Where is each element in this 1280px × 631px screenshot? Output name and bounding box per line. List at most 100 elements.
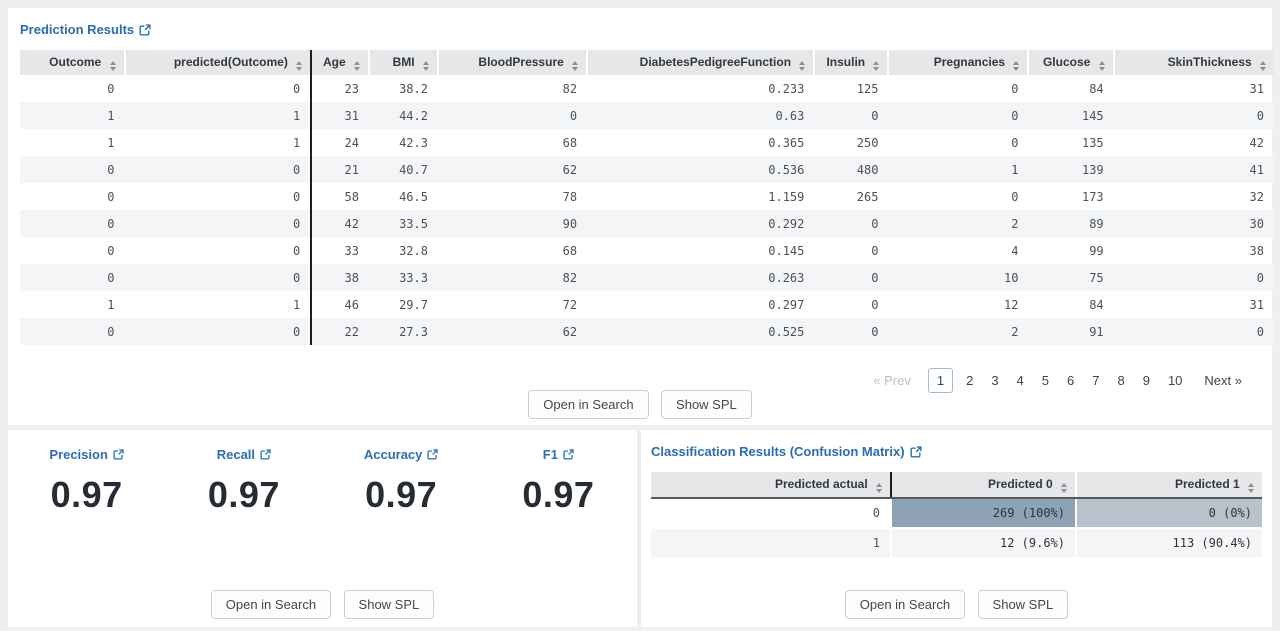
sort-icon bbox=[876, 482, 882, 493]
table-cell: 0 bbox=[20, 156, 125, 183]
sort-icon bbox=[354, 60, 360, 71]
table-row: 0 0 23 38.2 82 0.233 125 0 84 31 bbox=[20, 75, 1274, 102]
metric-accuracy-label: Accuracy bbox=[363, 447, 423, 462]
table-cell: 90 bbox=[437, 210, 588, 237]
table-cell: 139 bbox=[1028, 156, 1114, 183]
sort-icon bbox=[1098, 60, 1105, 71]
metric-f1-title[interactable]: F1 bbox=[543, 447, 574, 462]
metric-recall-label: Recall bbox=[216, 447, 256, 462]
column-header-outcome[interactable]: Outcome bbox=[20, 50, 125, 75]
table-cell: 82 bbox=[437, 264, 588, 291]
external-link-icon bbox=[260, 449, 271, 460]
page-button-5[interactable]: 5 bbox=[1041, 373, 1050, 388]
page-button-6[interactable]: 6 bbox=[1067, 373, 1075, 388]
page-button-1[interactable]: 1 bbox=[927, 368, 954, 393]
table-cell: 0 bbox=[124, 264, 313, 291]
metrics-button-row: Open in Search Show SPL bbox=[8, 590, 637, 619]
sort-icon bbox=[1248, 482, 1254, 493]
confusion-matrix-title[interactable]: Classification Results (Confusion Matrix… bbox=[651, 444, 922, 459]
table-cell: 0 bbox=[1113, 102, 1274, 129]
table-cell: 89 bbox=[1028, 210, 1114, 237]
table-cell: 29.7 bbox=[399, 297, 428, 312]
pagination-next[interactable]: Next » bbox=[1204, 373, 1242, 388]
page-button-10[interactable]: 10 bbox=[1167, 373, 1183, 388]
table-cell: 30 bbox=[1113, 210, 1274, 237]
table-cell: 0 bbox=[107, 189, 115, 204]
open-in-search-button[interactable]: Open in Search bbox=[528, 390, 649, 419]
metric-precision-title[interactable]: Precision bbox=[49, 447, 124, 462]
table-cell: 62 bbox=[437, 318, 588, 345]
table-cell: 0 bbox=[888, 102, 1029, 129]
column-header-glucose[interactable]: Glucose bbox=[1027, 50, 1114, 75]
table-cell: 135 bbox=[1081, 135, 1104, 150]
table-cell: 0.365 bbox=[768, 135, 805, 150]
table-cell: 2 bbox=[888, 318, 1029, 345]
prediction-results-panel: Prediction Results Outcome predicted(Out… bbox=[8, 8, 1274, 425]
table-cell: 0 bbox=[871, 243, 879, 258]
metrics-panel: Precision 0.97 Recall 0.97 Accuracy 0.97… bbox=[8, 430, 637, 627]
table-cell: 1 bbox=[107, 135, 115, 150]
column-header-insulin[interactable]: Insulin bbox=[813, 50, 889, 75]
column-header-predicted-1[interactable]: Predicted 1 bbox=[1075, 472, 1262, 499]
metric-f1-label: F1 bbox=[542, 447, 558, 462]
table-cell: 0 bbox=[651, 497, 891, 528]
page-button-4[interactable]: 4 bbox=[1016, 373, 1024, 388]
page-button-7[interactable]: 7 bbox=[1092, 373, 1100, 388]
column-header-pregnancies[interactable]: Pregnancies bbox=[887, 50, 1029, 75]
metric-accuracy-title[interactable]: Accuracy bbox=[364, 447, 439, 462]
show-spl-button[interactable]: Show SPL bbox=[977, 590, 1069, 619]
table-cell: 0 bbox=[107, 243, 115, 258]
column-header-predicted-0[interactable]: Predicted 0 bbox=[890, 472, 1076, 499]
metric-recall-title[interactable]: Recall bbox=[217, 447, 271, 462]
confusion-matrix-panel: Classification Results (Confusion Matrix… bbox=[641, 430, 1272, 627]
confusion-cell: 269 (100%) bbox=[890, 497, 1076, 528]
page-button-2[interactable]: 2 bbox=[966, 373, 974, 388]
confusion-matrix-title-text: Classification Results (Confusion Matrix… bbox=[651, 444, 905, 459]
show-spl-button[interactable]: Show SPL bbox=[661, 390, 752, 419]
table-cell: 58 bbox=[344, 189, 359, 204]
table-cell: 38 bbox=[1249, 243, 1264, 258]
external-link-icon bbox=[427, 449, 439, 460]
metric-recall: Recall 0.97 bbox=[165, 446, 322, 516]
column-header-skinthickness[interactable]: SkinThickness bbox=[1112, 50, 1274, 75]
table-cell: 173 bbox=[1081, 189, 1104, 204]
prediction-results-title[interactable]: Prediction Results bbox=[20, 22, 151, 37]
table-cell: 91 bbox=[1028, 318, 1114, 345]
table-cell: 31 bbox=[311, 102, 369, 129]
confusion-button-row: Open in Search Show SPL bbox=[641, 590, 1272, 619]
column-header-diabetespedigreefunction[interactable]: DiabetesPedigreeFunction bbox=[586, 50, 815, 75]
table-row: 0 0 21 40.7 62 0.536 480 1 139 41 bbox=[20, 156, 1274, 183]
column-header-predicted-actual[interactable]: Predicted actual bbox=[651, 472, 892, 499]
column-header-bmi[interactable]: BMI bbox=[368, 50, 438, 75]
table-cell: 62 bbox=[437, 156, 588, 183]
page-button-9[interactable]: 9 bbox=[1142, 373, 1150, 388]
table-cell: 0 bbox=[1113, 318, 1274, 345]
table-cell: 1 bbox=[124, 102, 313, 129]
table-row: 0 269 (100%) 0 (0%) bbox=[651, 497, 1262, 528]
table-cell: 24 bbox=[344, 135, 359, 150]
table-cell: 40.7 bbox=[369, 156, 438, 183]
table-row: 0 0 42 33.5 90 0.292 0 2 89 30 bbox=[20, 210, 1274, 237]
column-header-predicted-outcome-[interactable]: predicted(Outcome) bbox=[123, 50, 313, 75]
table-row: 1 1 46 29.7 72 0.297 0 12 84 31 bbox=[20, 291, 1274, 318]
page-button-3[interactable]: 3 bbox=[991, 373, 999, 388]
column-header-bloodpressure[interactable]: BloodPressure bbox=[436, 50, 588, 75]
page-button-8[interactable]: 8 bbox=[1117, 373, 1125, 388]
table-row: 0 0 33 32.8 68 0.145 0 4 99 38 bbox=[20, 237, 1274, 264]
external-link-icon bbox=[113, 449, 124, 460]
table-cell: 0 bbox=[107, 81, 115, 96]
confusion-cell: 12 (9.6%) bbox=[890, 527, 1076, 557]
table-cell: 68 bbox=[562, 243, 578, 258]
table-cell: 0.536 bbox=[587, 156, 815, 183]
open-in-search-button[interactable]: Open in Search bbox=[844, 590, 966, 619]
pagination-prev[interactable]: « Prev bbox=[873, 373, 911, 388]
open-in-search-button[interactable]: Open in Search bbox=[210, 590, 332, 619]
sort-icon bbox=[1061, 482, 1067, 493]
table-cell: 1 bbox=[124, 291, 313, 318]
table-cell: 0.292 bbox=[587, 210, 815, 237]
table-cell: 33.5 bbox=[369, 210, 438, 237]
sort-icon bbox=[1260, 60, 1266, 71]
table-cell: 42 bbox=[1249, 135, 1264, 150]
show-spl-button[interactable]: Show SPL bbox=[343, 590, 435, 619]
column-header-age[interactable]: Age bbox=[310, 50, 369, 75]
